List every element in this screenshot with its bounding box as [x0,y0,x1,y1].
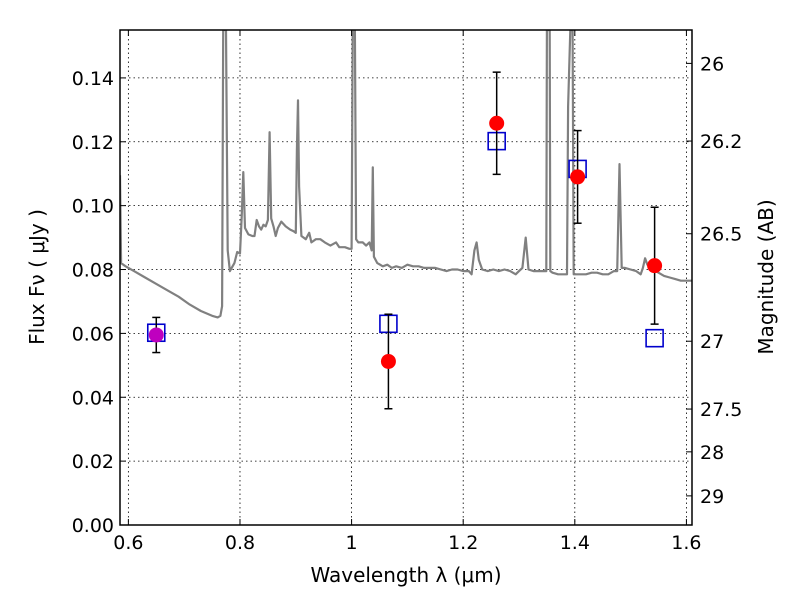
x-tick-label: 1.2 [448,532,478,554]
x-tick-label: 0.6 [113,532,143,554]
y-tick-label: 0.02 [72,451,114,473]
y-axis-label: Flux Fν ( μJy ) [25,209,49,345]
template-spectrum-line [120,30,692,319]
right-tick-label: 27 [700,331,724,353]
x-tick-label: 1 [346,532,358,554]
right-tick-label: 26.5 [700,224,742,246]
right-tick-label: 26 [700,53,724,75]
model-spectrum [120,30,692,319]
y-tick-label: 0.08 [72,260,114,282]
y-tick-label: 0.06 [72,323,114,345]
right-axis-label: Magnitude (AB) [754,199,778,354]
axis-ticks [120,30,692,526]
y-tick-label: 0.14 [72,68,114,90]
observed-point [489,115,505,131]
right-tick-label: 28 [700,442,724,464]
x-tick-label: 1.6 [671,532,701,554]
observed-point [148,327,164,343]
x-tick-label: 1.4 [560,532,590,554]
tick-labels: 0.6 0.8 1 1.2 1.4 1.6 0.00 0.02 0.04 0.06 0.08 0.10… [72,53,743,554]
y-tick-label: 0.12 [72,132,114,154]
observed-point [570,169,586,185]
observed-point [380,353,396,369]
observed-points [148,71,663,410]
right-tick-label: 27.5 [700,399,742,421]
observed-point [647,258,663,274]
x-tick-label: 0.8 [225,532,255,554]
plot-background [120,30,692,525]
right-tick-label: 29 [700,486,724,508]
model-square [645,328,664,348]
y-tick-label: 0.04 [72,387,114,409]
y-tick-label: 0.00 [72,515,114,537]
y-tick-label: 0.10 [72,196,114,218]
plot-frame [119,29,693,526]
right-tick-label: 26.2 [700,131,742,153]
x-axis-label: Wavelength λ (μm) [310,563,501,587]
